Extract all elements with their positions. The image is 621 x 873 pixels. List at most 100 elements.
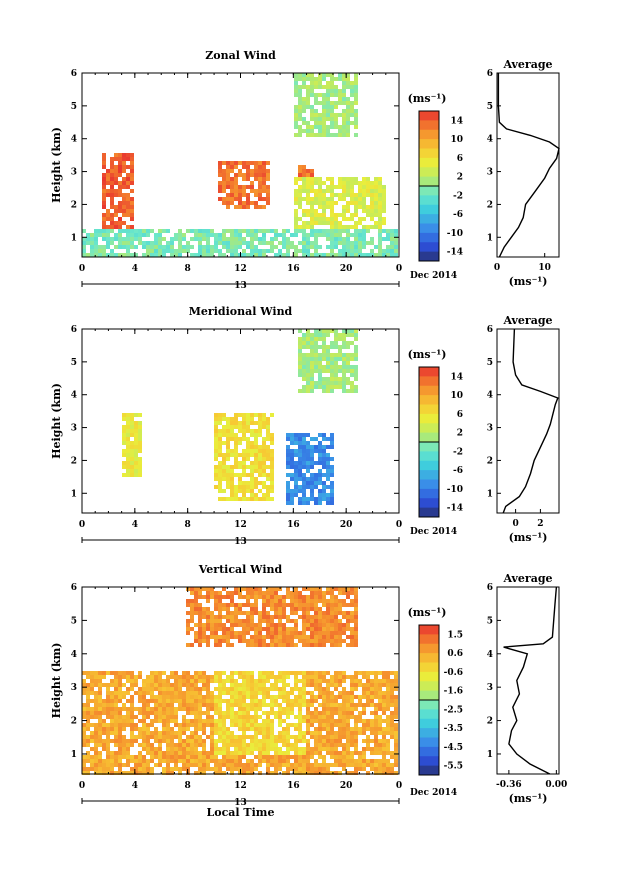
heatmap-cell <box>118 169 122 173</box>
heatmap-cell <box>302 181 306 185</box>
heatmap-cell <box>270 643 274 647</box>
heatmap-cell <box>314 587 318 591</box>
heatmap-cell <box>150 735 154 739</box>
heatmap-cell <box>198 627 202 631</box>
heatmap-cell <box>166 751 170 755</box>
heatmap-cell <box>314 699 318 703</box>
heatmap-cell <box>270 607 274 611</box>
heatmap-cell <box>298 85 302 89</box>
heatmap-cell <box>306 377 310 381</box>
heatmap-cell <box>354 643 358 647</box>
heatmap-cell <box>118 715 122 719</box>
heatmap-cell <box>298 241 302 245</box>
heatmap-cell <box>242 611 246 615</box>
heatmap-cell <box>302 639 306 643</box>
heatmap-cell <box>114 739 118 743</box>
heatmap-cell <box>242 193 246 197</box>
heatmap-cell <box>314 117 318 121</box>
heatmap-cell <box>210 723 214 727</box>
colorbar-tick-label: -6 <box>453 466 463 476</box>
heatmap-cell <box>266 599 270 603</box>
heatmap-cell <box>366 683 370 687</box>
heatmap-cell <box>214 731 218 735</box>
heatmap-cell <box>318 683 322 687</box>
heatmap-cell <box>246 587 250 591</box>
heatmap-cell <box>266 445 270 449</box>
heatmap-cell <box>258 635 262 639</box>
heatmap-cell <box>326 461 330 465</box>
heatmap-cell <box>138 691 142 695</box>
heatmap-cell <box>130 743 134 747</box>
heatmap-cell <box>346 627 350 631</box>
heatmap-cell <box>262 165 266 169</box>
heatmap-cell <box>310 615 314 619</box>
heatmap-cell <box>190 731 194 735</box>
heatmap-cell <box>286 639 290 643</box>
heatmap-cell <box>114 213 118 217</box>
heatmap-cell <box>322 735 326 739</box>
heatmap-cell <box>338 225 342 229</box>
heatmap-cell <box>358 715 362 719</box>
heatmap-cell <box>134 229 138 233</box>
heatmap-cell <box>194 683 198 687</box>
heatmap-cell <box>198 711 202 715</box>
heatmap-cell <box>170 759 174 763</box>
heatmap-cell <box>390 679 394 683</box>
heatmap-cell <box>310 465 314 469</box>
heatmap-cell <box>282 595 286 599</box>
heatmap-cell <box>246 675 250 679</box>
heatmap-cell <box>310 105 314 109</box>
heatmap-cell <box>282 253 286 257</box>
heatmap-cell <box>242 241 246 245</box>
heatmap-cell <box>250 687 254 691</box>
heatmap-cell <box>154 249 158 253</box>
heatmap-cell <box>318 703 322 707</box>
heatmap-cell <box>246 763 250 767</box>
heatmap-cell <box>210 635 214 639</box>
heatmap-cell <box>306 611 310 615</box>
heatmap-cell <box>166 249 170 253</box>
heatmap-cell <box>318 233 322 237</box>
heatmap-cell <box>130 177 134 181</box>
heatmap-cell <box>130 735 134 739</box>
heatmap-cell <box>210 595 214 599</box>
heatmap-cell <box>390 751 394 755</box>
heatmap-cell <box>306 97 310 101</box>
heatmap-cell <box>138 771 142 775</box>
heatmap-cell <box>218 481 222 485</box>
heatmap-cell <box>310 473 314 477</box>
heatmap-cell <box>310 489 314 493</box>
heatmap-cell <box>346 73 350 77</box>
heatmap-cell <box>102 699 106 703</box>
heatmap-cell <box>98 687 102 691</box>
heatmap-cell <box>378 743 382 747</box>
heatmap-cell <box>230 433 234 437</box>
heatmap-cell <box>330 735 334 739</box>
heatmap-cell <box>382 201 386 205</box>
heatmap-cell <box>170 691 174 695</box>
heatmap-cell <box>170 687 174 691</box>
heatmap-cell <box>302 445 306 449</box>
heatmap-cell <box>242 675 246 679</box>
heatmap-cell <box>210 611 214 615</box>
heatmap-cell <box>90 687 94 691</box>
heatmap-cell <box>342 695 346 699</box>
heatmap-cell <box>362 205 366 209</box>
heatmap-cell <box>350 711 354 715</box>
heatmap-cell <box>294 465 298 469</box>
heatmap-cell <box>330 353 334 357</box>
heatmap-cell <box>110 751 114 755</box>
heatmap-cell <box>354 607 358 611</box>
heatmap-cell <box>346 77 350 81</box>
heatmap-cell <box>162 771 166 775</box>
heatmap-cell <box>354 671 358 675</box>
heatmap-cell <box>350 85 354 89</box>
heatmap-cell <box>362 763 366 767</box>
heatmap-cell <box>234 413 238 417</box>
heatmap-cell <box>334 85 338 89</box>
heatmap-cell <box>342 715 346 719</box>
heatmap-cell <box>202 639 206 643</box>
heatmap-cell <box>242 417 246 421</box>
heatmap-cell <box>346 85 350 89</box>
heatmap-cell <box>122 241 126 245</box>
